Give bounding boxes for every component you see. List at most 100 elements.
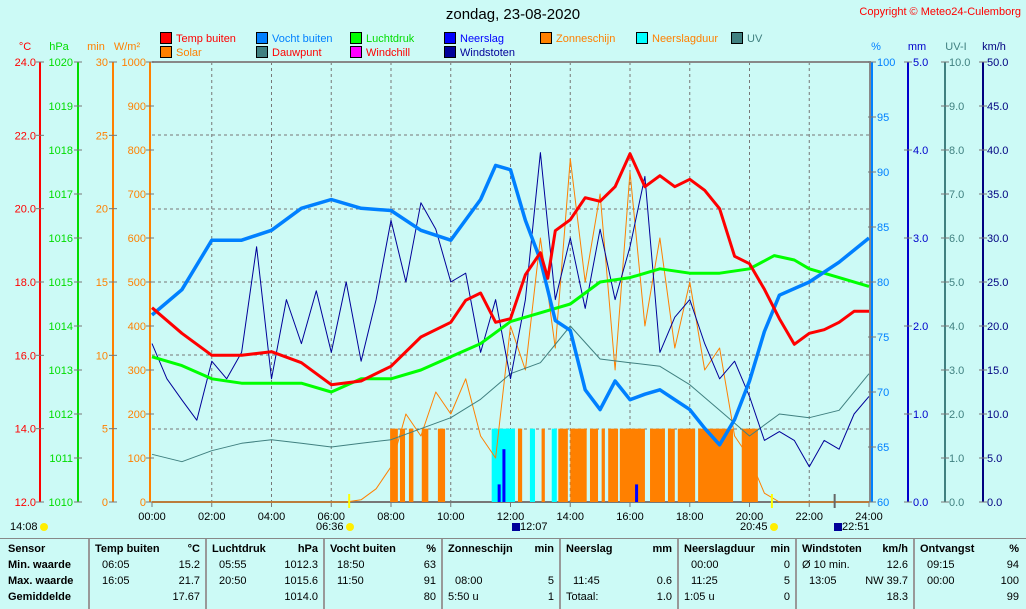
cell-time: 1:05 u: [684, 591, 715, 603]
column-header: Vocht buiten: [330, 543, 396, 555]
rain-tick-label: 1.0: [913, 409, 928, 421]
x-tick-label: 06:00: [317, 511, 345, 523]
legend-item: Solar: [160, 46, 202, 59]
x-tick-label: 10:00: [437, 511, 465, 523]
humidity-tick-label: 65: [877, 442, 889, 454]
humidity-axis-unit: %: [871, 41, 881, 53]
temp-buiten-line: [151, 152, 869, 387]
cell-value: 0: [783, 559, 790, 571]
solar-tick-label: 600: [128, 233, 146, 245]
legend-item: Neerslag: [444, 32, 504, 45]
neerslag-bar: [497, 484, 501, 502]
cell-time: 5:50 u: [448, 591, 479, 603]
marker-time: 06:36: [316, 521, 344, 533]
solar-tick-label: 500: [128, 277, 146, 289]
moonset-icon: [834, 523, 842, 531]
humidity-tick-label: 70: [877, 387, 889, 399]
wind-tick-label: 45.0: [987, 101, 1008, 113]
moon-icon: [39, 523, 48, 531]
uv-tick-label: 3.0: [949, 365, 964, 377]
legend-label: Windstoten: [460, 47, 516, 59]
wind-tick-label: 15.0: [987, 365, 1008, 377]
column-header: Windstoten: [802, 543, 862, 555]
wind-axis-unit: km/h: [982, 41, 1006, 53]
row-label: Gemiddelde: [8, 591, 71, 603]
pressure-tick-label: 1015: [49, 277, 73, 289]
cell-value: 1012.3: [284, 559, 318, 571]
solar-tick-label: 1000: [122, 57, 146, 69]
x-tick-label: 22:00: [795, 511, 823, 523]
temp-tick-label: 24.0: [15, 57, 36, 69]
legend-label: Temp buiten: [176, 33, 236, 45]
legend-swatch: [256, 46, 268, 58]
minutes-tick-label: 30: [96, 57, 108, 69]
cell-value: 99: [1006, 591, 1019, 603]
cell-time: 11:45: [573, 575, 600, 587]
marker: 22:51: [832, 521, 870, 533]
zonneschijn-bar: [399, 428, 406, 502]
minutes-axis-unit: min: [87, 41, 105, 53]
legend-item: Windstoten: [444, 46, 515, 59]
column-unit: min: [770, 543, 790, 555]
humidity-tick-label: 80: [877, 277, 889, 289]
wind-tick-label: 20.0: [987, 321, 1008, 333]
column-header: Neerslagduur: [684, 543, 755, 555]
uv-tick-label: 10.0: [949, 57, 970, 69]
column-unit: °C: [187, 543, 200, 555]
zonneschijn-bar: [570, 428, 587, 502]
zonneschijn-bar: [437, 428, 446, 502]
marker: 14:08: [10, 521, 48, 533]
minutes-tick-label: 5: [102, 424, 108, 436]
temp-tick-label: 16.0: [15, 350, 36, 362]
zonneschijn-bar: [677, 428, 696, 502]
legend-label: Luchtdruk: [366, 33, 415, 45]
cell-time: 06:05: [102, 559, 130, 571]
pressure-tick-label: 1016: [49, 233, 73, 245]
column-unit: km/h: [882, 543, 908, 555]
legend-swatch: [540, 32, 552, 44]
solar-tick-label: 800: [128, 145, 146, 157]
minutes-tick-label: 20: [96, 204, 108, 216]
copyright: Copyright © Meteo24-Culemborg: [859, 6, 1021, 18]
column-header: Neerslag: [566, 543, 613, 555]
column-divider: [559, 539, 561, 609]
cell-value: 5: [783, 575, 790, 587]
x-tick-label: 08:00: [377, 511, 405, 523]
dauwpunt-line: [151, 325, 870, 463]
zonneschijn-bar: [541, 428, 545, 502]
row-label: Max. waarde: [8, 575, 74, 587]
cell-value: 94: [1006, 559, 1019, 571]
rain-tick-label: 3.0: [913, 233, 928, 245]
temp-tick-label: 20.0: [15, 204, 36, 216]
legend-item: Luchtdruk: [350, 32, 414, 45]
zonneschijn-bar: [650, 428, 665, 502]
x-tick-label: 02:00: [198, 511, 226, 523]
uv-tick-label: 2.0: [949, 409, 964, 421]
solar-tick-label: 200: [128, 409, 146, 421]
column-divider: [677, 539, 679, 609]
legend-swatch: [636, 32, 648, 44]
marker: 06:36: [316, 521, 354, 533]
pressure-tick-label: 1017: [49, 189, 73, 201]
temp-axis-unit: °C: [19, 41, 31, 53]
column-unit: %: [1009, 543, 1019, 555]
cell-time: 20:50: [219, 575, 247, 587]
rain-tick-label: 2.0: [913, 321, 928, 333]
cell-value: 15.2: [178, 559, 200, 571]
temp-tick-label: 12.0: [15, 497, 36, 509]
legend-swatch: [160, 46, 172, 58]
uv-tick-label: 7.0: [949, 189, 964, 201]
column-divider: [205, 539, 207, 609]
cell-time: 09:15: [927, 559, 955, 571]
vocht-buiten-line: [150, 163, 871, 447]
marker: 20:45: [740, 521, 778, 533]
cell-time: 00:00: [927, 575, 955, 587]
zonneschijn-bar: [601, 428, 605, 502]
legend-label: Vocht buiten: [272, 33, 333, 45]
x-tick-label: 00:00: [138, 511, 166, 523]
solar-tick-label: 400: [128, 321, 146, 333]
rain-tick-label: 4.0: [913, 145, 928, 157]
temp-tick-label: 14.0: [15, 424, 36, 436]
x-tick-label: 20:00: [736, 511, 764, 523]
moon-phase-icon: [512, 523, 520, 531]
